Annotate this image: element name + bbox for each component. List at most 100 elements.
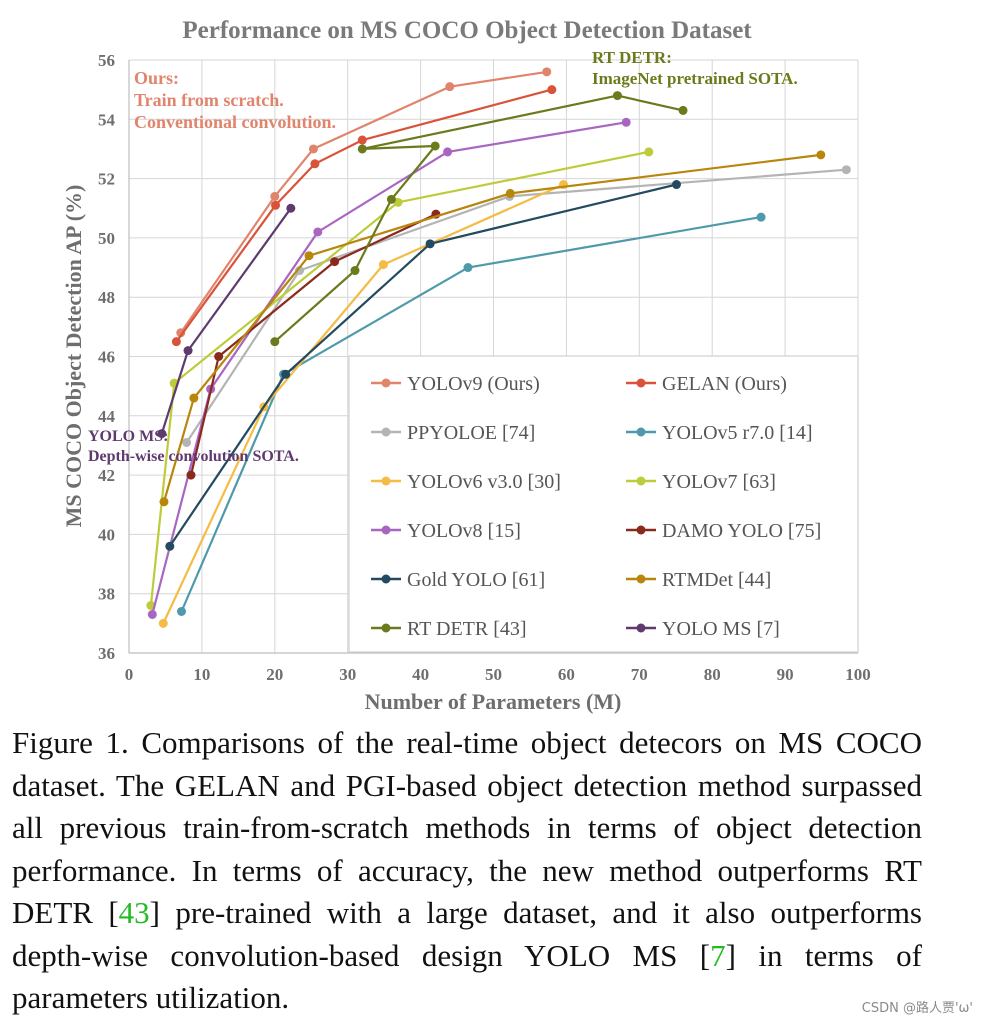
data-point-rtmdet-44-3 xyxy=(505,188,515,198)
legend-label: YOLOv8 [15] xyxy=(407,520,521,542)
legend-item-yolov7-63[interactable]: YOLOv7 [63] xyxy=(626,471,776,493)
data-point-damo-yolo-75-1 xyxy=(214,352,224,361)
series-line-rt-detr-43 xyxy=(274,94,684,343)
legend-item-damo-yolo-75[interactable]: DAMO YOLO [75] xyxy=(626,520,821,542)
legend-swatch-marker xyxy=(636,476,646,486)
data-point-yolov8-15-3 xyxy=(443,147,453,157)
legend-swatch-marker xyxy=(381,378,391,388)
data-point-yolov7-63-3 xyxy=(644,147,654,157)
annotation-2-line-1: Depth-wise convolution SOTA. xyxy=(88,448,299,465)
data-point-rt-detr-43-3 xyxy=(430,141,440,151)
legend-swatch-marker xyxy=(636,574,646,584)
data-point-yolov9-ours-2 xyxy=(308,144,318,154)
data-point-yolo-ms-7-1 xyxy=(183,346,193,356)
data-point-rtmdet-44-0 xyxy=(159,497,169,507)
legend-swatch-marker xyxy=(636,623,646,633)
caption-text-2: ] pre-trained with a large dataset, and … xyxy=(12,895,922,973)
data-point-yolov9-ours-4 xyxy=(542,67,552,77)
data-point-rtmdet-44-2 xyxy=(304,251,314,261)
data-point-yolov9-ours-3 xyxy=(445,82,455,92)
data-point-gelan-ours-1 xyxy=(271,200,281,210)
legend-item-yolo-ms-7[interactable]: YOLO MS [7] xyxy=(626,618,780,640)
legend-label: YOLOv7 [63] xyxy=(662,471,776,493)
data-point-gelan-ours-4 xyxy=(547,85,557,95)
x-tick-label-20: 20 xyxy=(266,665,283,684)
x-tick-label-0: 0 xyxy=(125,665,134,684)
legend-box xyxy=(348,355,859,653)
data-point-yolov8-15-0 xyxy=(147,609,157,619)
annotation-0-line-0: Ours: xyxy=(134,68,179,88)
y-tick-label-40: 40 xyxy=(98,525,115,544)
data-point-gold-yolo-61-3 xyxy=(671,180,681,190)
y-tick-label-52: 52 xyxy=(98,170,115,189)
legend-item-rt-detr-43[interactable]: RT DETR [43] xyxy=(371,618,527,640)
legend-label: GELAN (Ours) xyxy=(662,373,787,395)
legend-swatch-marker xyxy=(381,476,391,486)
caption-ref-7[interactable]: 7 xyxy=(710,937,726,973)
x-tick-label-80: 80 xyxy=(704,665,721,684)
data-point-rt-detr-43-2 xyxy=(386,194,396,204)
x-tick-label-50: 50 xyxy=(485,665,502,684)
annotations: Ours:Train from scratch.Conventional con… xyxy=(88,48,798,465)
legend-item-gold-yolo-61[interactable]: Gold YOLO [61] xyxy=(371,569,545,591)
x-tick-label-30: 30 xyxy=(339,665,356,684)
series-rt-detr-43 xyxy=(270,91,688,347)
legend-item-yolov6-v3-0-30[interactable]: YOLOv6 v3.0 [30] xyxy=(371,471,561,493)
caption-text-1: Figure 1. Comparisons of the real-time o… xyxy=(12,725,922,930)
x-tick-label-40: 40 xyxy=(412,665,429,684)
series-line-yolov5-r7-0-14 xyxy=(180,216,762,612)
data-point-ppyoloe-74-0 xyxy=(182,437,192,447)
data-point-gelan-ours-3 xyxy=(357,135,367,145)
data-point-yolov6-v3-0-30-2 xyxy=(378,260,388,270)
data-point-rt-detr-43-5 xyxy=(612,91,622,101)
annotation-2-line-0: YOLO MS: xyxy=(88,428,168,445)
legend-label: YOLOv6 v3.0 [30] xyxy=(407,471,561,493)
legend-item-yolov5-r7-0-14[interactable]: YOLOv5 r7.0 [14] xyxy=(626,422,813,444)
caption-ref-43[interactable]: 43 xyxy=(118,895,150,930)
y-tick-label-54: 54 xyxy=(98,110,116,129)
data-point-yolo-ms-7-2 xyxy=(286,203,296,213)
detection-performance-chart: Performance on MS COCO Object Detection … xyxy=(61,17,871,714)
legend-swatch-marker xyxy=(381,574,391,584)
x-tick-label-70: 70 xyxy=(631,665,648,684)
legend-item-yolov8-15[interactable]: YOLOv8 [15] xyxy=(371,520,521,542)
x-tick-label-100: 100 xyxy=(845,665,871,684)
legend-item-gelan-ours[interactable]: GELAN (Ours) xyxy=(626,373,787,395)
legend-label: YOLO MS [7] xyxy=(662,618,780,640)
legend-label: DAMO YOLO [75] xyxy=(662,520,821,542)
series-yolo-ms-7 xyxy=(157,203,296,439)
y-tick-label-38: 38 xyxy=(98,585,115,604)
legend-item-ppyoloe-74[interactable]: PPYOLOE [74] xyxy=(371,422,535,444)
legend-swatch-marker xyxy=(636,427,646,437)
series-line-yolov7-63 xyxy=(149,150,650,606)
series-damo-yolo-75 xyxy=(186,209,441,480)
y-tick-label-36: 36 xyxy=(98,644,115,663)
legend-item-yolov9-ours[interactable]: YOLOv9 (Ours) xyxy=(371,373,540,395)
figure-caption: Figure 1. Comparisons of the real-time o… xyxy=(12,722,922,1020)
series-gelan-ours xyxy=(171,85,557,347)
data-point-rt-detr-43-0 xyxy=(270,337,280,347)
data-point-gold-yolo-61-2 xyxy=(425,239,435,249)
series-gold-yolo-61 xyxy=(165,180,681,551)
x-tick-label-90: 90 xyxy=(777,665,794,684)
legend-item-rtmdet-44[interactable]: RTMDet [44] xyxy=(626,569,771,591)
y-axis-label: MS COCO Object Detection AP (%) xyxy=(61,185,86,528)
series-rtmdet-44 xyxy=(159,150,826,507)
data-point-yolov5-r7-0-14-2 xyxy=(463,263,473,273)
data-point-ppyoloe-74-1 xyxy=(295,266,305,276)
series-yolov5-r7-0-14 xyxy=(176,212,766,616)
legend-swatch-marker xyxy=(636,525,646,535)
x-tick-label-60: 60 xyxy=(558,665,575,684)
legend-label: RTMDet [44] xyxy=(662,569,771,591)
legend-label: Gold YOLO [61] xyxy=(407,569,545,591)
legend-label: YOLOv5 r7.0 [14] xyxy=(662,422,813,444)
data-point-gelan-ours-2 xyxy=(310,159,320,169)
axes: 36 38 40 42 44 46 48 50 52 54 56 0 10 20 30 40 50 60 70 80 9… xyxy=(98,51,871,684)
data-point-yolov9-ours-0 xyxy=(176,328,186,338)
series-layer xyxy=(146,67,851,628)
data-point-gelan-ours-0 xyxy=(171,337,181,347)
series-yolov9-ours xyxy=(176,67,552,338)
legend-label: PPYOLOE [74] xyxy=(407,422,535,444)
series-line-damo-yolo-75 xyxy=(189,213,437,476)
y-tick-label-46: 46 xyxy=(98,348,115,367)
